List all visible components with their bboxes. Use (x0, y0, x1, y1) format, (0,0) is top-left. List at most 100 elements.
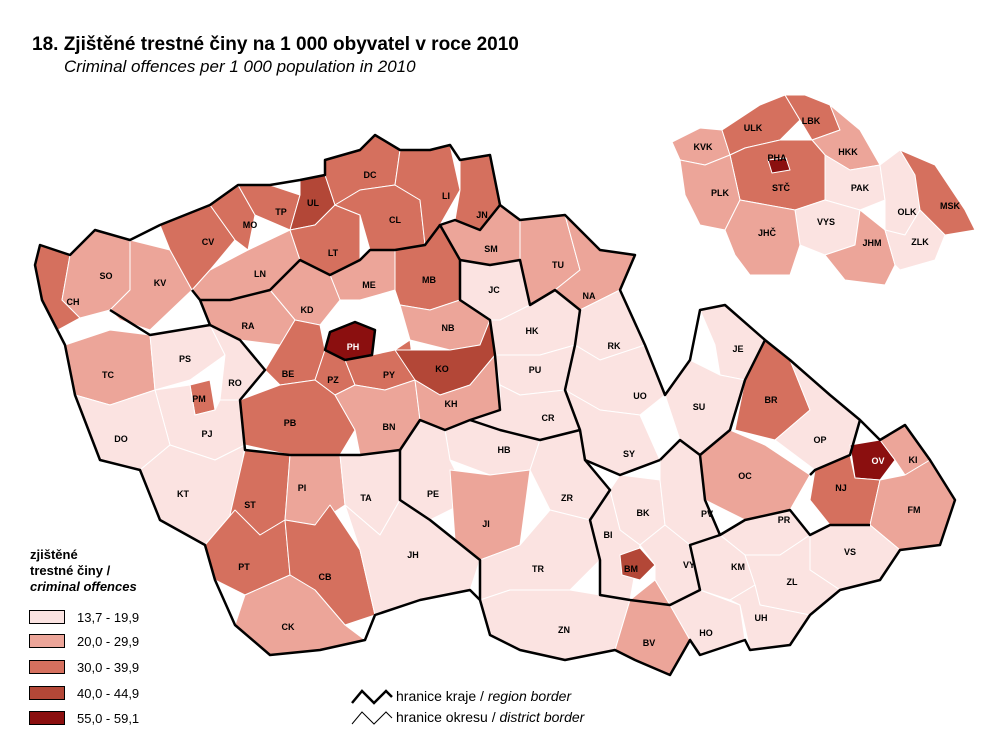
legend-range: 55,0 - 59,1 (77, 711, 140, 726)
label-PU: PU (529, 365, 542, 375)
label-JE: JE (732, 344, 743, 354)
label-JH: JH (407, 550, 419, 560)
label-PE: PE (427, 489, 439, 499)
legend-range: 20,0 - 29,9 (77, 634, 140, 649)
label-DC: DC (364, 170, 377, 180)
district-OC[interactable] (699, 429, 811, 521)
legend-swatch (29, 634, 65, 648)
label-JN: JN (476, 210, 488, 220)
inset-label-VYS: VYS (817, 217, 835, 227)
legend-swatch (29, 660, 65, 674)
label-VY: VY (683, 560, 695, 570)
region-border-text-en: region border (487, 688, 572, 704)
label-ZN: ZN (558, 625, 570, 635)
label-ZR: ZR (561, 493, 573, 503)
label-DO: DO (114, 434, 128, 444)
label-KD: KD (301, 305, 314, 315)
label-BI: BI (604, 530, 613, 540)
label-RA: RA (242, 321, 255, 331)
region-PHA[interactable] (767, 157, 791, 174)
legend-range: 40,0 - 44,9 (77, 686, 140, 701)
label-MO: MO (243, 220, 258, 230)
label-SU: SU (693, 402, 706, 412)
label-HK: HK (526, 326, 539, 336)
legend-range: 30,0 - 39,9 (77, 660, 140, 675)
region-MSK[interactable] (899, 149, 976, 236)
inset-label-LBK: LBK (802, 116, 821, 126)
region-borders (33, 133, 957, 677)
label-SY: SY (623, 449, 635, 459)
region-JHC[interactable] (724, 199, 801, 276)
label-HB: HB (498, 445, 511, 455)
label-TU: TU (552, 260, 564, 270)
label-KT: KT (177, 489, 189, 499)
label-PZ: PZ (327, 375, 339, 385)
label-PB: PB (284, 418, 297, 428)
label-JC: JC (488, 285, 500, 295)
legend-range: 13,7 - 19,9 (77, 610, 140, 625)
region-ZLK[interactable] (884, 209, 946, 271)
legend-title-en: criminal offences (30, 579, 137, 594)
label-UH: UH (755, 613, 768, 623)
district-border-text-en: district border (499, 709, 585, 725)
label-PY: PY (383, 370, 395, 380)
label-NJ: NJ (835, 483, 847, 493)
label-BK: BK (637, 508, 650, 518)
inset-label-PAK: PAK (851, 183, 870, 193)
label-HO: HO (699, 628, 713, 638)
label-KI: KI (909, 455, 918, 465)
label-CH: CH (67, 297, 80, 307)
label-PH: PH (347, 342, 360, 352)
label-LI: LI (442, 191, 450, 201)
inset-label-JHM: JHM (862, 238, 881, 248)
label-RO: RO (228, 378, 242, 388)
label-PI: PI (298, 483, 307, 493)
label-PM: PM (192, 394, 206, 404)
label-BV: BV (643, 638, 656, 648)
district-TC[interactable] (64, 329, 156, 406)
label-TA: TA (360, 493, 372, 503)
label-MB: MB (422, 275, 436, 285)
label-KO: KO (435, 364, 449, 374)
legend-swatch (29, 610, 65, 624)
label-OP: OP (813, 435, 826, 445)
label-VS: VS (844, 547, 856, 557)
legend-title: zjištěné trestné činy / criminal offence… (30, 547, 137, 595)
label-FM: FM (908, 505, 921, 515)
legend-swatch (29, 711, 65, 725)
label-UO: UO (633, 391, 647, 401)
label-NA: NA (583, 291, 596, 301)
district-BM[interactable] (619, 547, 656, 581)
label-OC: OC (738, 471, 752, 481)
map-title: 18. Zjištěné trestné činy na 1 000 obyva… (32, 34, 519, 55)
label-PJ: PJ (201, 429, 212, 439)
inset-label-ULK: ULK (744, 123, 763, 133)
label-UL: UL (307, 198, 319, 208)
label-PR: PR (778, 515, 791, 525)
inset-label-ZLK: ZLK (911, 237, 929, 247)
label-RK: RK (608, 341, 621, 351)
label-CV: CV (202, 237, 215, 247)
legend-title-cz-1: zjištěné (30, 547, 78, 562)
label-BR: BR (765, 395, 778, 405)
label-TC: TC (102, 370, 114, 380)
district-border-line-icon (351, 711, 393, 725)
label-ZL: ZL (787, 577, 798, 587)
label-LT: LT (328, 248, 339, 258)
label-KM: KM (731, 562, 745, 572)
label-NB: NB (442, 323, 455, 333)
district-ZN[interactable] (479, 589, 631, 661)
inset-label-HKK: HKK (838, 147, 858, 157)
region-STC[interactable] (729, 139, 826, 211)
inset-label-PHA: PHA (767, 153, 787, 163)
inset-label-JHC: JHČ (758, 227, 777, 238)
label-CB: CB (319, 572, 332, 582)
label-KH: KH (445, 399, 458, 409)
inset-label-PLK: PLK (711, 188, 730, 198)
label-TR: TR (532, 564, 544, 574)
label-SM: SM (484, 244, 498, 254)
inset-label-MSK: MSK (940, 201, 961, 211)
label-ME: ME (362, 280, 376, 290)
label-SO: SO (99, 271, 112, 281)
